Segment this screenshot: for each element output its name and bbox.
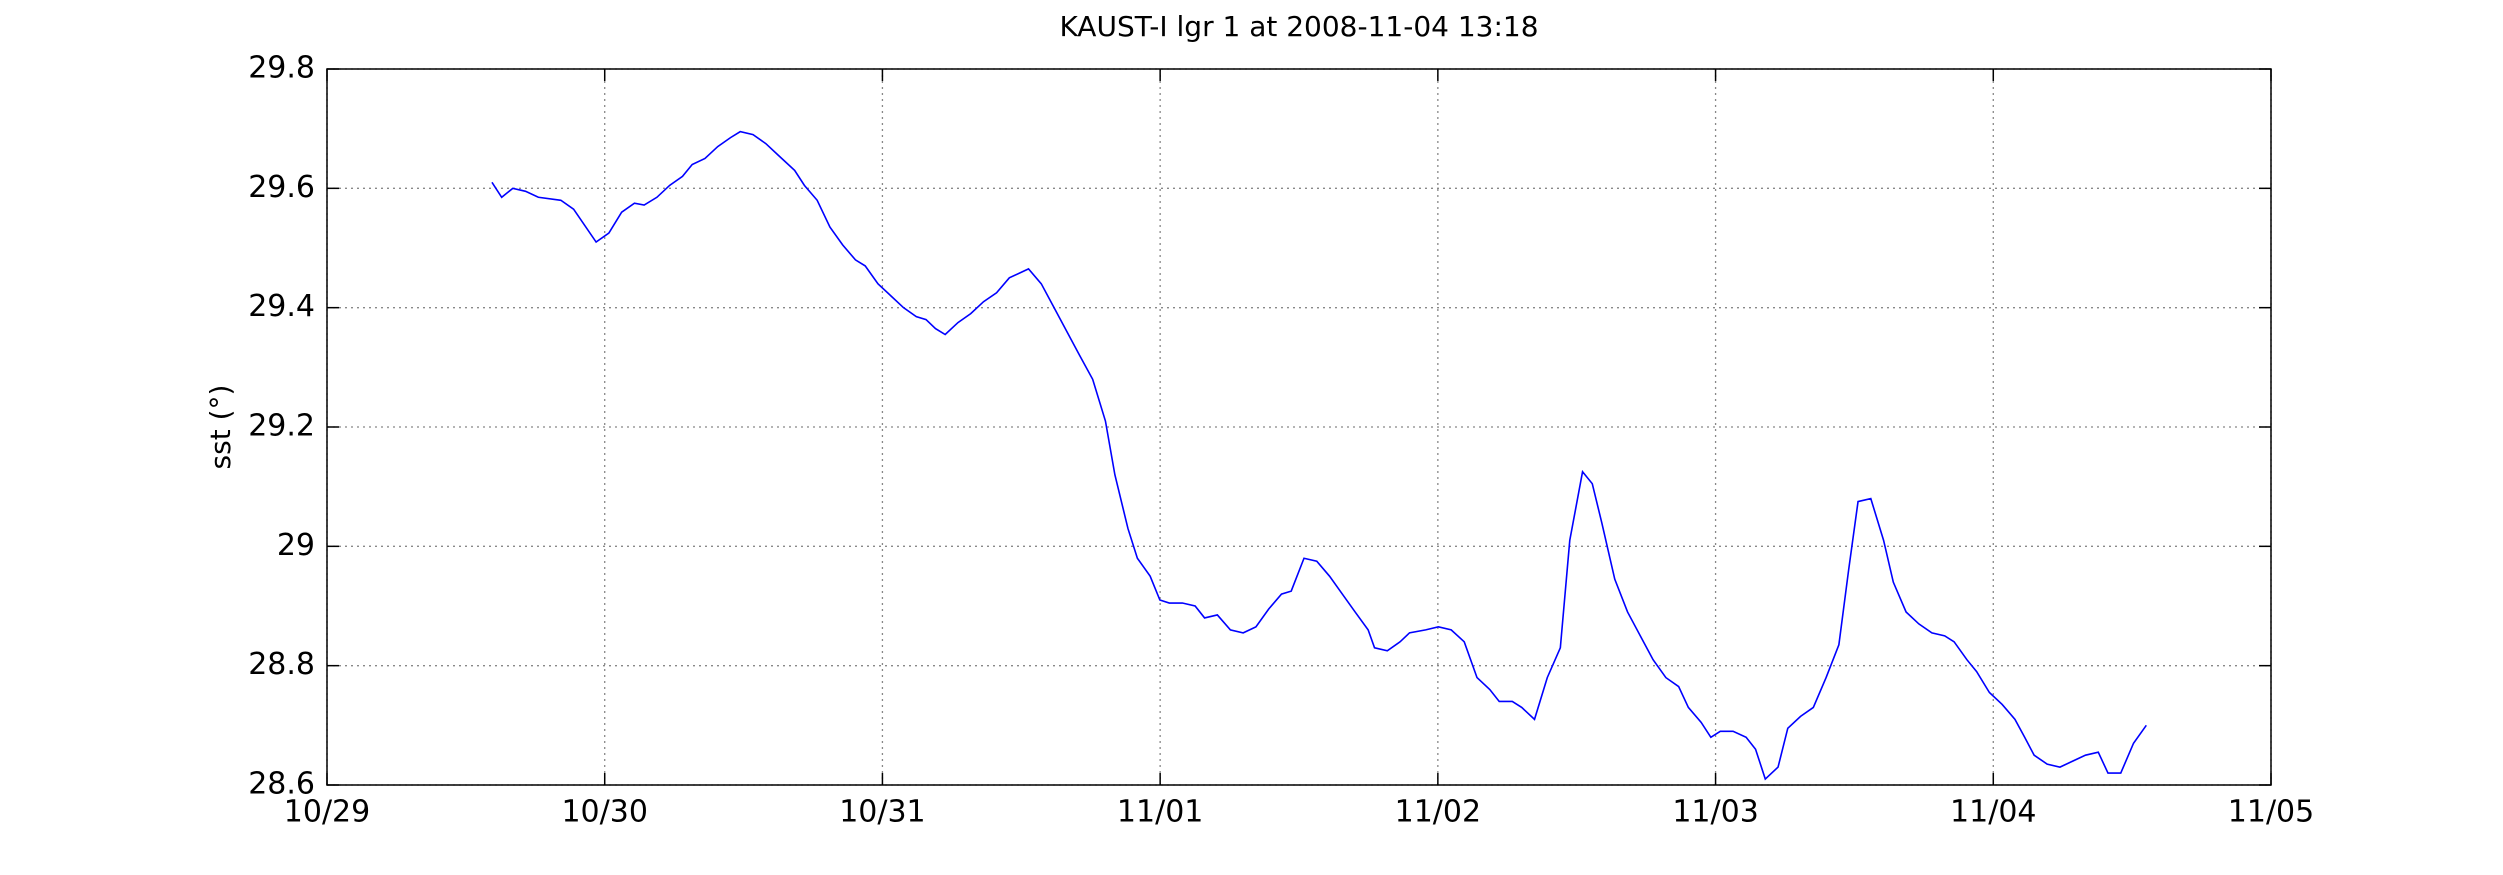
y-tick-label: 29.6: [248, 170, 315, 205]
x-tick-label: 10/31: [839, 795, 925, 830]
x-tick-label: 11/03: [1672, 795, 1758, 830]
y-tick-label: 29: [277, 528, 315, 563]
x-tick-label: 11/05: [2228, 795, 2314, 830]
y-tick-label: 28.8: [248, 647, 315, 682]
y-tick-label: 29.4: [248, 289, 315, 324]
x-tick-label: 11/02: [1395, 795, 1481, 830]
y-tick-label: 29.2: [248, 409, 315, 444]
plot-frame: [326, 68, 2272, 786]
x-tick-label: 10/29: [284, 795, 370, 830]
x-tick-label: 10/30: [561, 795, 647, 830]
y-tick-label: 29.8: [248, 51, 315, 86]
x-tick-label: 11/01: [1117, 795, 1203, 830]
y-tick-label: 28.6: [248, 767, 315, 802]
y-axis-label: sst (°): [204, 385, 237, 470]
chart-title: KAUST-I lgr 1 at 2008-11-04 13:18: [1059, 10, 1538, 43]
data-line: [491, 130, 2147, 781]
x-tick-label: 11/04: [1950, 795, 2036, 830]
